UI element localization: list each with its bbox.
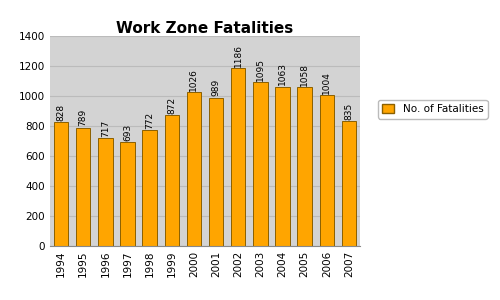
Legend: No. of Fatalities: No. of Fatalities (378, 100, 488, 118)
Bar (231, 68, 246, 246)
Text: 1058: 1058 (300, 63, 309, 86)
Text: 693: 693 (123, 124, 132, 141)
Title: Work Zone Fatalities: Work Zone Fatalities (116, 21, 294, 36)
Bar (98, 139, 112, 246)
Text: 1095: 1095 (256, 58, 265, 81)
Text: 1186: 1186 (234, 44, 242, 67)
Bar (276, 87, 289, 246)
Bar (298, 87, 312, 246)
Text: 835: 835 (344, 102, 354, 119)
Text: 872: 872 (168, 97, 176, 114)
Bar (253, 82, 268, 246)
Bar (54, 122, 68, 246)
Text: 989: 989 (212, 79, 220, 97)
Bar (186, 92, 201, 246)
Text: 1004: 1004 (322, 71, 332, 94)
Text: 717: 717 (101, 120, 110, 137)
Text: 1026: 1026 (190, 68, 198, 91)
Bar (320, 95, 334, 246)
Text: 772: 772 (145, 112, 154, 129)
Bar (76, 128, 90, 246)
Text: 789: 789 (78, 109, 88, 127)
Bar (120, 142, 134, 246)
Text: 1063: 1063 (278, 62, 287, 85)
Bar (142, 130, 157, 246)
Bar (164, 115, 179, 246)
Bar (342, 121, 356, 246)
Text: 828: 828 (56, 103, 66, 121)
Bar (209, 98, 224, 246)
